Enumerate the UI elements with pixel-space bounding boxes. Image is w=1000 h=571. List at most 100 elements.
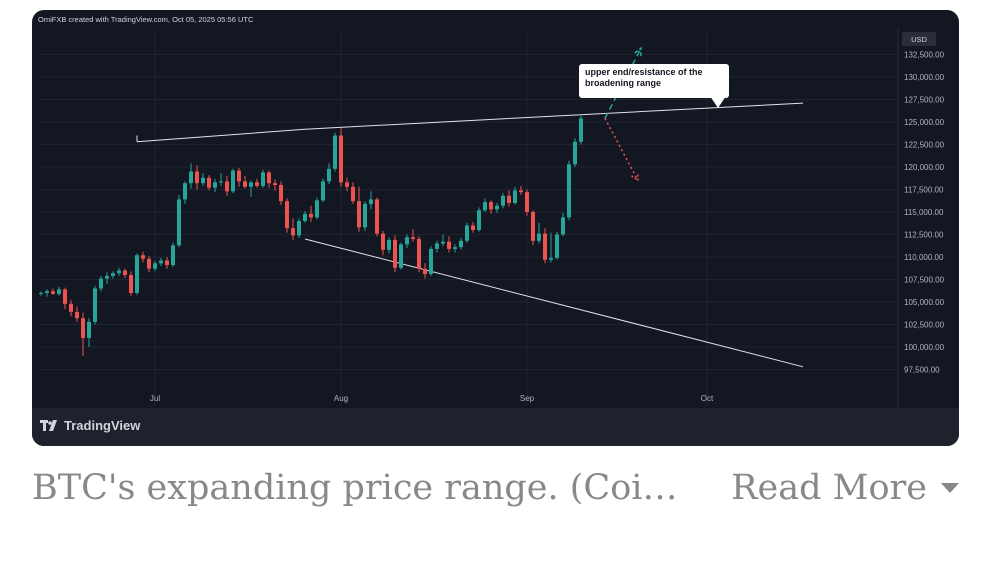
candle-body — [285, 201, 289, 229]
candle-body — [429, 248, 433, 275]
candle-body — [201, 177, 205, 184]
candle-body — [453, 247, 457, 249]
candle-body — [513, 190, 517, 203]
candle-body — [315, 200, 319, 218]
projection-line — [604, 118, 639, 181]
candle-body — [129, 275, 133, 293]
y-tick-label: 110,000.00 — [904, 253, 944, 262]
y-tick-label: 105,000.00 — [904, 298, 945, 307]
candle-body — [159, 260, 163, 264]
candle-body — [75, 311, 79, 319]
candle-body — [153, 263, 157, 269]
candle-body — [207, 177, 211, 188]
candle-body — [177, 199, 181, 246]
candle-body — [183, 183, 187, 200]
candle-body — [123, 270, 127, 275]
annotation-pointer — [710, 96, 726, 108]
read-more-button[interactable]: Read More — [731, 468, 959, 508]
chart-footer: TradingView — [32, 408, 959, 446]
price-chart: 97,500.00 100,000.00 102,500.00 105,000.00 1… — [38, 28, 945, 408]
candle-body — [189, 171, 193, 184]
candle-body — [249, 182, 253, 187]
candle-body — [45, 291, 49, 293]
candle-body — [441, 241, 445, 244]
trendline — [304, 238, 804, 368]
candle-body — [543, 233, 547, 260]
candle-body — [471, 225, 475, 230]
chart-attribution: OmiFXB created with TradingView.com, Oct… — [38, 15, 254, 24]
candle-body — [519, 190, 523, 193]
y-tick-label: 97,500.00 — [904, 366, 940, 375]
read-more-label: Read More — [731, 468, 927, 508]
candle-body — [141, 255, 145, 259]
annotation-callout: upper end/resistance of the broadening r… — [579, 64, 729, 98]
candle-body — [381, 233, 385, 250]
currency-badge: USD — [902, 32, 936, 46]
candle-body — [525, 192, 529, 212]
candle-body — [363, 203, 367, 228]
tradingview-brand-name: TradingView — [64, 418, 141, 433]
candle-body — [147, 258, 151, 269]
candle-body — [267, 172, 271, 184]
candle-body — [255, 182, 259, 186]
x-tick-label: Jul — [150, 394, 160, 403]
candle-body — [111, 273, 115, 276]
candle-body — [87, 321, 91, 338]
chevron-down-icon — [941, 483, 959, 493]
candle-body — [51, 291, 55, 294]
candle-body — [225, 181, 229, 192]
candle-body — [423, 268, 427, 275]
y-tick-label: 127,500.00 — [904, 96, 945, 105]
candle-body — [57, 289, 61, 294]
candle-body — [219, 181, 223, 183]
candle-body — [561, 217, 565, 235]
candle-body — [573, 141, 577, 165]
candle-body — [195, 171, 199, 184]
candle-body — [531, 212, 535, 241]
candle-body — [117, 270, 121, 274]
y-tick-label: 125,000.00 — [904, 118, 945, 127]
candle-body — [81, 318, 85, 338]
y-tick-label: 102,500.00 — [904, 321, 945, 330]
candle-body — [465, 225, 469, 241]
candle-body — [483, 202, 487, 211]
candle-body — [279, 185, 283, 202]
y-tick-label: 112,500.00 — [904, 231, 944, 240]
candle-body — [357, 201, 361, 228]
y-tick-label: 120,000.00 — [904, 163, 945, 172]
candle-body — [495, 205, 499, 210]
chart-card: 97,500.00 100,000.00 102,500.00 105,000.00 1… — [32, 10, 959, 446]
candle-body — [375, 199, 379, 234]
candle-body — [93, 288, 97, 322]
projection-arrowhead — [631, 172, 639, 183]
candle-body — [459, 240, 463, 248]
candle-body — [393, 239, 397, 268]
trendline — [136, 102, 804, 143]
candle-body — [63, 289, 67, 304]
candle-body — [387, 239, 391, 250]
candle-body — [417, 239, 421, 269]
candle-body — [243, 181, 247, 187]
candle-body — [447, 241, 451, 249]
candle-body — [165, 260, 169, 266]
candle-body — [507, 195, 511, 203]
candle-body — [237, 170, 241, 182]
caption-row: BTC's expanding price range. (CoinDe... … — [32, 458, 959, 518]
candle-body — [399, 244, 403, 268]
x-tick-label: Sep — [520, 394, 535, 403]
candle-body — [369, 199, 373, 204]
candle-body — [273, 183, 277, 185]
candle-body — [579, 118, 583, 142]
candle-body — [549, 257, 553, 260]
candle-body — [327, 168, 331, 182]
candle-body — [291, 228, 295, 236]
projection-line — [604, 47, 642, 119]
candle-body — [99, 278, 103, 289]
candle-body — [501, 195, 505, 206]
projection-arrowhead — [634, 46, 642, 57]
candle-body — [477, 210, 481, 230]
candle-body — [537, 233, 541, 241]
y-tick-label: 130,000.00 — [904, 73, 945, 82]
candle-body — [261, 172, 265, 186]
tradingview-logo[interactable]: TradingView — [40, 418, 140, 433]
